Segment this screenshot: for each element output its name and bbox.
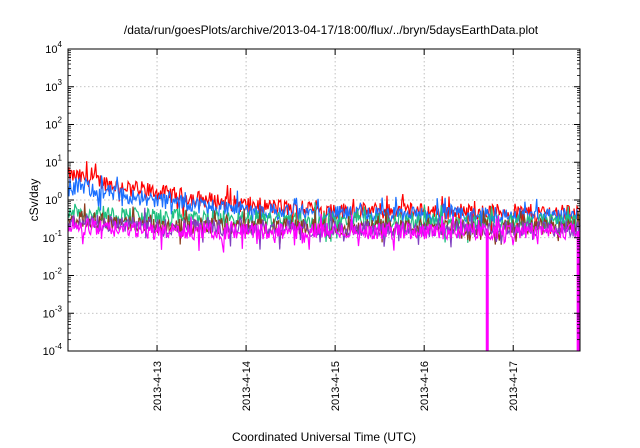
x-tick-label: 2013-4-14 — [241, 361, 253, 411]
y-tick-label: 10-3 — [43, 304, 63, 320]
y-tick-label: 10-4 — [43, 342, 63, 358]
y-tick-label: 103 — [45, 78, 62, 94]
y-tick-label: 100 — [45, 191, 62, 207]
grid-lines — [68, 49, 580, 351]
x-axis: 2013-4-13 2013-4-14 2013-4-15 2013-4-16 2013… — [152, 49, 520, 411]
chart-title: /data/run/goesPlots/archive/2013-04-17/1… — [124, 23, 539, 37]
series-line-6 — [67, 213, 581, 253]
y-tick-label: 104 — [45, 40, 62, 56]
x-tick-label: 2013-4-15 — [330, 361, 342, 411]
x-axis-label: Coordinated Universal Time (UTC) — [232, 430, 416, 444]
series-line-4 — [67, 203, 581, 248]
x-tick-label: 2013-4-16 — [419, 361, 431, 411]
y-axis: 10-4 10-3 10-2 10-1 100 101 102 103 104 — [43, 40, 580, 358]
y-tick-label: 102 — [45, 116, 62, 132]
y-tick-label: 10-2 — [43, 267, 63, 283]
y-tick-label: 101 — [45, 153, 62, 169]
x-tick-label: 2013-4-13 — [152, 361, 164, 411]
y-axis-label: cSv/day — [27, 179, 41, 222]
x-tick-label: 2013-4-17 — [508, 361, 520, 411]
series-group — [67, 161, 581, 351]
y-tick-label: 10-1 — [43, 229, 63, 245]
